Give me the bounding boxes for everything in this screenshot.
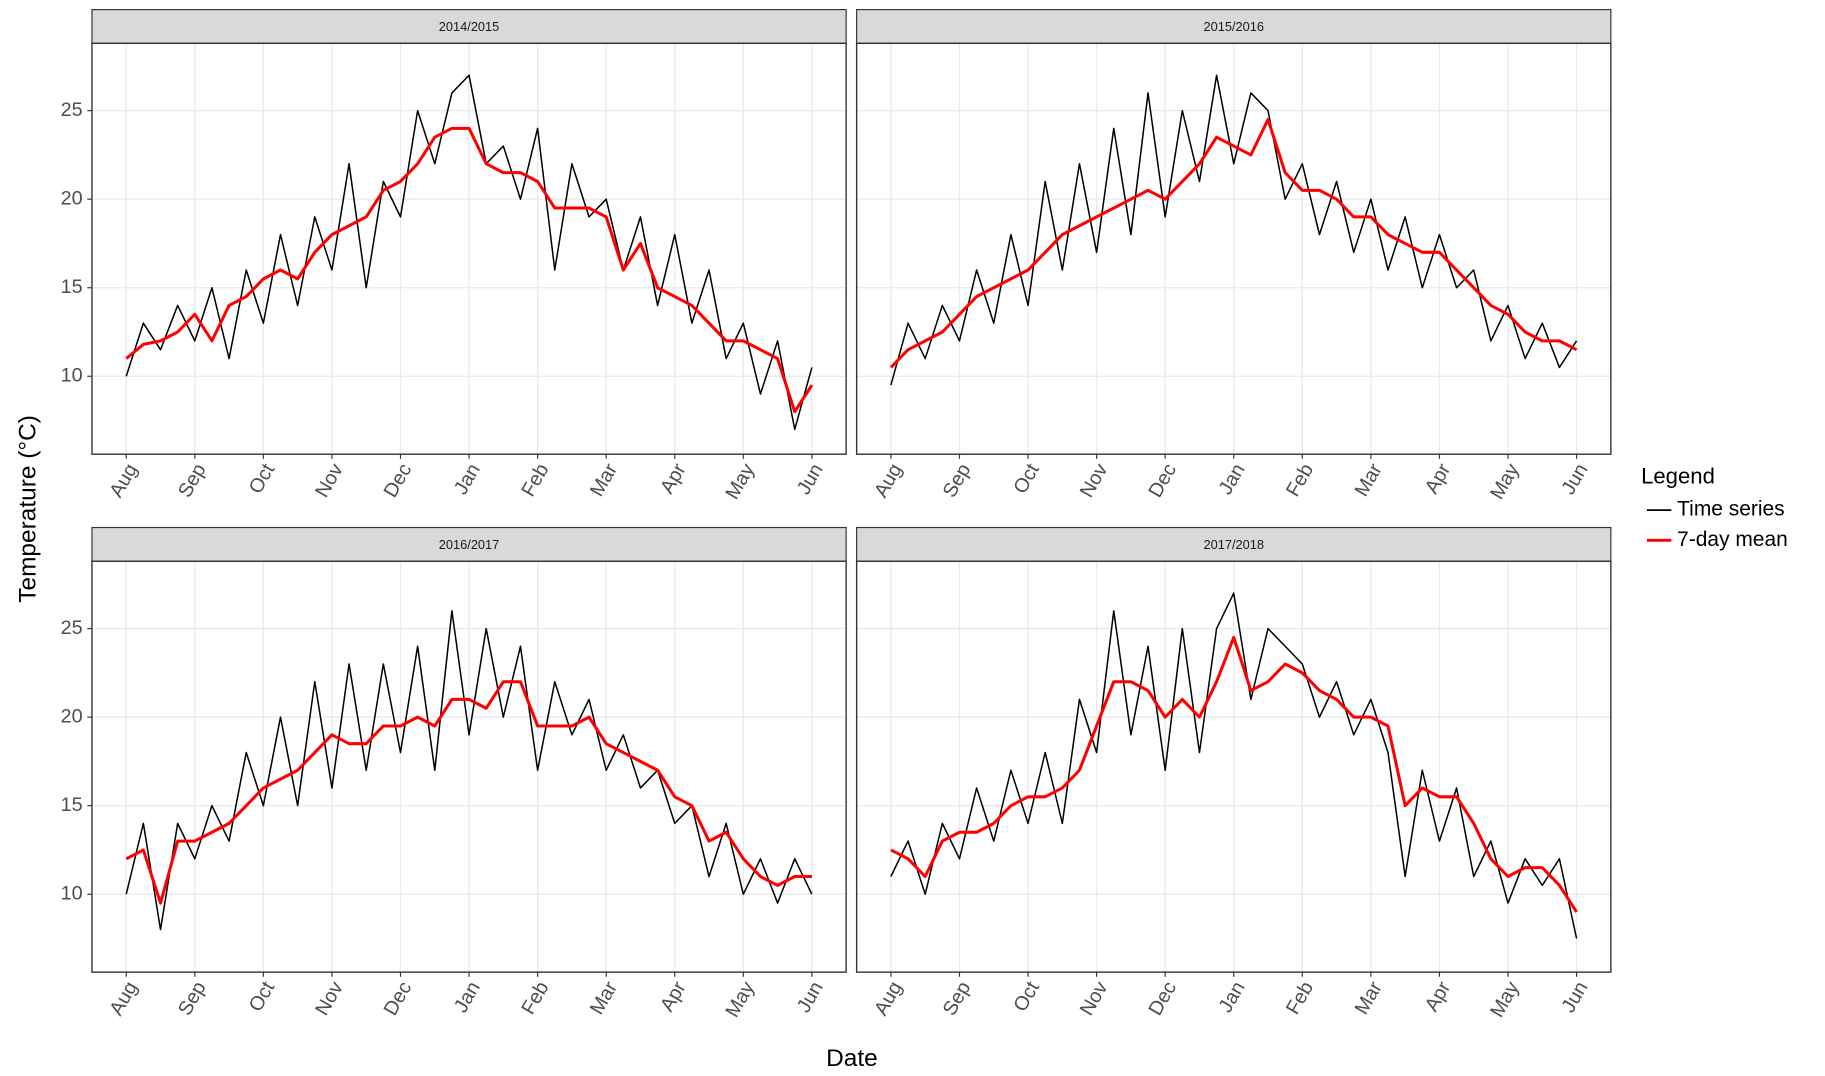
facet-title: 2015/2016 [1203,19,1263,34]
x-tick-label: Dec [1144,978,1181,1020]
x-tick-label: Jun [793,978,828,1017]
x-tick-label: Dec [380,978,417,1020]
series-line [889,117,1578,369]
series-line [125,126,814,414]
x-tick-label: Jan [450,978,485,1017]
x-tick-label: May [721,978,759,1021]
panel-border [855,42,1612,455]
series-line [125,610,813,931]
y-tick-label: 15 [61,794,83,816]
x-tick-label: Jan [450,460,485,499]
panel-border [855,560,1612,973]
x-tick-label: Nov [1076,460,1113,502]
facet-title: 2017/2018 [1203,537,1263,552]
panel-border [91,42,847,455]
legend-label: 7-day mean [1677,528,1788,551]
series-line [890,635,1578,913]
y-tick-label: 25 [61,617,83,639]
y-tick-label: 20 [61,187,83,209]
strip [856,526,1612,562]
x-axis-title: Date [826,1045,878,1072]
strip [91,9,847,44]
x-tick-label: Aug [870,460,907,501]
y-tick-label: 25 [61,99,83,121]
series-line [890,74,1578,386]
x-tick-label: Dec [1144,460,1181,502]
x-tick-label: Jan [1215,460,1250,499]
x-tick-label: Nov [311,460,348,502]
x-tick-label: Jan [1215,978,1250,1017]
x-tick-label: Apr [656,460,691,498]
x-tick-label: Feb [517,460,553,501]
y-tick-label: 20 [61,705,83,727]
x-tick-label: Sep [939,460,976,501]
x-tick-label: Apr [1421,460,1456,498]
x-tick-label: Dec [380,460,417,502]
series-line [890,592,1578,939]
x-tick-label: Oct [1009,977,1044,1015]
x-tick-label: Feb [517,978,553,1019]
y-axis-title: Temperature (°C) [15,415,42,603]
series-line [125,680,812,905]
x-tick-label: Sep [174,460,211,501]
x-tick-label: Mar [586,460,622,501]
x-tick-label: Aug [105,460,142,501]
x-tick-label: Jun [1557,978,1592,1017]
x-tick-label: Feb [1282,460,1318,501]
x-tick-label: Mar [1351,460,1387,501]
x-tick-label: Aug [105,978,142,1019]
x-tick-label: May [721,460,759,503]
x-tick-label: May [1486,978,1524,1021]
x-tick-label: Mar [1351,978,1387,1019]
x-tick-label: Oct [245,977,280,1015]
x-tick-label: Feb [1282,978,1318,1019]
x-tick-label: Nov [1076,978,1113,1020]
x-tick-label: Sep [939,978,976,1019]
x-tick-label: Mar [586,978,622,1019]
x-tick-label: Oct [1009,460,1044,498]
x-tick-label: Aug [870,978,907,1019]
legend-label: Time series [1677,498,1784,521]
y-tick-label: 15 [61,276,83,298]
x-tick-label: Sep [174,978,211,1019]
x-tick-label: Apr [1421,978,1456,1016]
facet-title: 2014/2015 [439,19,500,34]
panel-border [91,560,847,973]
x-tick-label: Nov [311,978,348,1020]
strip [91,526,847,562]
strip [856,9,1612,44]
y-tick-label: 10 [61,364,83,386]
y-tick-label: 10 [61,882,83,904]
x-tick-label: Jun [1557,460,1592,499]
x-tick-label: Jun [793,460,828,499]
legend-title: Legend [1641,463,1715,488]
x-tick-label: Apr [656,978,691,1016]
x-tick-label: May [1486,460,1524,503]
x-tick-label: Oct [245,460,280,498]
facet-title: 2016/2017 [439,537,500,552]
